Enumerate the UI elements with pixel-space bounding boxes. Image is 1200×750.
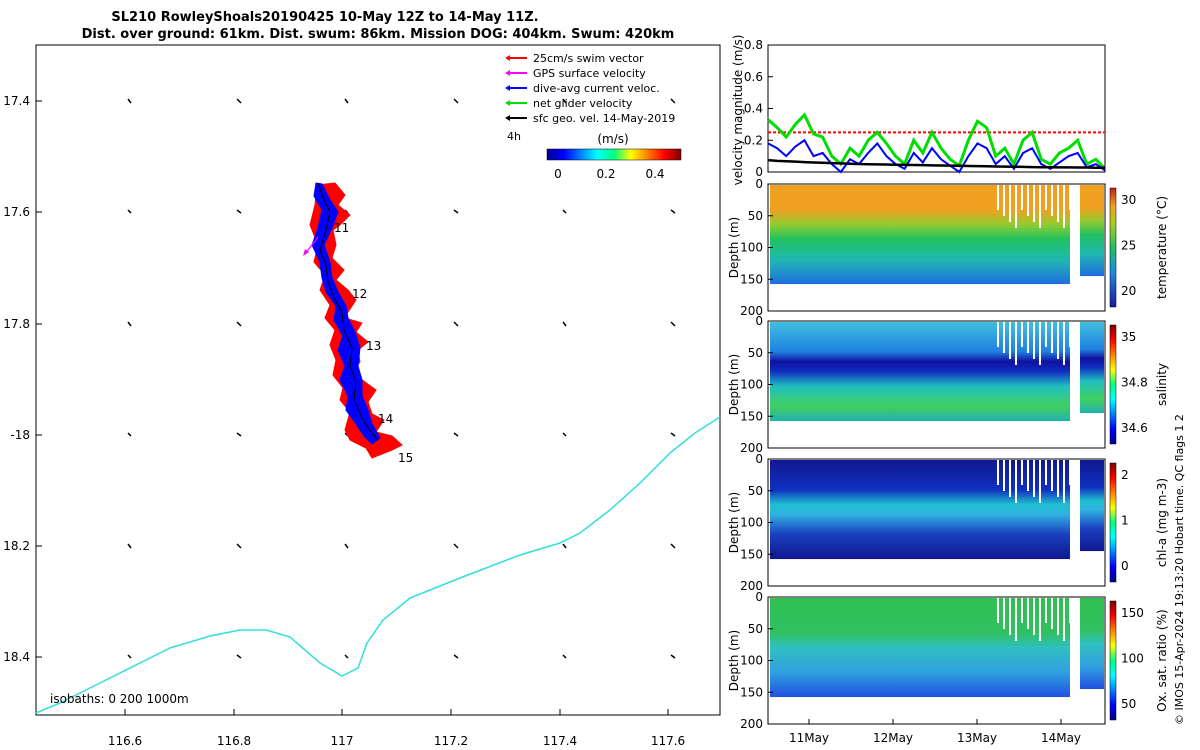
depth-tick-label: 0 — [755, 452, 763, 466]
depth-tick-label: 50 — [748, 346, 763, 360]
colorbar-tick-label: 50 — [1121, 697, 1136, 711]
colorbar-label: salinity — [1155, 363, 1169, 406]
colorbar-label: temperature (°C) — [1155, 196, 1169, 299]
map-y-tick-label: -18 — [10, 428, 30, 442]
depth-tick-label: 200 — [740, 717, 763, 731]
depth-tick-label: 150 — [740, 409, 763, 423]
depth-tick-label: 50 — [748, 209, 763, 223]
velocity-y-tick-label: 0.2 — [744, 133, 763, 147]
map-x-tick-label: 117.6 — [651, 734, 685, 748]
depth-tick-label: 0 — [755, 177, 763, 191]
depth-tick-label: 150 — [740, 547, 763, 561]
section-panel: 050100150200Depth (m)210chl-a (mg m-3) — [727, 452, 1169, 593]
day-label: 14 — [378, 412, 393, 426]
colorbar-label: chl-a (mg m-3) — [1155, 478, 1169, 567]
legend-label: net glider velocity — [533, 97, 633, 110]
map-x-tick-label: 117.2 — [434, 734, 468, 748]
depth-axis-label: Depth (m) — [727, 630, 741, 691]
depth-tick-label: 50 — [748, 622, 763, 636]
title-line-1: SL210 RowleyShoals20190425 10-May 12Z to… — [111, 10, 538, 25]
legend-label: sfc geo. vel. 14-May-2019 — [533, 112, 675, 125]
figure-canvas: SL210 RowleyShoals20190425 10-May 12Z to… — [0, 0, 1200, 750]
map-y-tick-label: 18.2 — [3, 539, 30, 553]
time-tick-label: 11May — [789, 731, 829, 745]
depth-axis-label: Depth (m) — [727, 492, 741, 553]
colorbar-tick-label: 34.8 — [1121, 375, 1148, 389]
colorbar-tick-label: 20 — [1121, 284, 1136, 298]
time-tick-label: 12May — [873, 731, 913, 745]
depth-axis-label: Depth (m) — [727, 217, 741, 278]
day-label: 13 — [366, 339, 381, 353]
legend-label: dive-avg current veloc. — [533, 82, 660, 95]
map-x-tick-label: 116.8 — [217, 734, 251, 748]
time-tick-label: 13May — [957, 731, 997, 745]
section-panels: 050100150200Depth (m)302520temperature (… — [727, 177, 1169, 745]
data-field-right — [1080, 598, 1104, 689]
map-x-tick-label: 117 — [331, 734, 354, 748]
velocity-y-tick-label: 0.4 — [744, 102, 763, 116]
time-scale-label: 4h — [507, 130, 521, 143]
depth-tick-label: 150 — [740, 685, 763, 699]
data-field-right — [1080, 322, 1104, 413]
depth-tick-label: 100 — [740, 516, 763, 530]
colorbar-tick-label: 35 — [1121, 330, 1136, 344]
panel-colorbar — [1110, 463, 1116, 582]
day-label: 11 — [334, 221, 349, 235]
panel-colorbar — [1110, 188, 1116, 307]
time-tick-label: 14May — [1041, 731, 1081, 745]
colorbar-tick-label: 0.2 — [596, 167, 615, 181]
colorbar-tick-label: 34.6 — [1121, 421, 1148, 435]
depth-tick-label: 50 — [748, 484, 763, 498]
data-field — [770, 185, 1070, 284]
colorbar-label: Ox. sat. ratio (%) — [1155, 609, 1169, 711]
depth-axis-label: Depth (m) — [727, 354, 741, 415]
map-x-tick-label: 116.6 — [108, 734, 142, 748]
velocity-y-tick-label: 0.6 — [744, 70, 763, 84]
data-field-right — [1080, 185, 1104, 276]
title-line-2: Dist. over ground: 61km. Dist. swum: 86k… — [82, 27, 675, 42]
footer-credit: © IMOS 15-Apr-2024 19:13:20 Hobart time.… — [1173, 414, 1186, 725]
depth-tick-label: 100 — [740, 654, 763, 668]
colorbar-tick-label: 0 — [554, 167, 562, 181]
data-field-right — [1080, 460, 1104, 551]
colorbar-title: (m/s) — [597, 132, 628, 146]
colorbar-tick-label: 2 — [1121, 468, 1129, 482]
legend-label: 25cm/s swim vector — [533, 52, 644, 65]
colorbar — [547, 149, 681, 160]
day-label: 15 — [398, 451, 413, 465]
colorbar-tick-label: 25 — [1121, 238, 1136, 252]
section-panel: 050100150200Depth (m)15010050Ox. sat. ra… — [727, 590, 1169, 745]
panel-colorbar — [1110, 325, 1116, 444]
velocity-ylabel: velocity magnitude (m/s) — [731, 35, 745, 186]
isobath-label: isobaths: 0 200 1000m — [50, 692, 189, 706]
map-y-tick-label: 17.6 — [3, 205, 30, 219]
map-y-tick-label: 18.4 — [3, 650, 30, 664]
colorbar-tick-label: 100 — [1121, 651, 1144, 665]
colorbar-tick-label: 0 — [1121, 559, 1129, 573]
data-field — [770, 460, 1070, 559]
colorbar-tick-label: 150 — [1121, 606, 1144, 620]
map-y-tick-label: 17.8 — [3, 317, 30, 331]
colorbar-tick-label: 1 — [1121, 513, 1129, 527]
depth-tick-label: 0 — [755, 314, 763, 328]
panel-colorbar — [1110, 601, 1116, 720]
colorbar-tick-label: 30 — [1121, 193, 1136, 207]
section-panel: 050100150200Depth (m)302520temperature (… — [727, 177, 1169, 318]
depth-tick-label: 100 — [740, 241, 763, 255]
velocity-y-tick-label: 0.8 — [744, 38, 763, 52]
day-label: 12 — [352, 287, 367, 301]
depth-tick-label: 0 — [755, 590, 763, 604]
section-panel: 050100150200Depth (m)3534.834.6salinity — [727, 314, 1169, 455]
legend-label: GPS surface velocity — [533, 67, 646, 80]
map-y-tick-label: 17.4 — [3, 94, 30, 108]
data-field — [770, 322, 1070, 421]
map-x-tick-label: 117.4 — [543, 734, 577, 748]
depth-tick-label: 100 — [740, 378, 763, 392]
depth-tick-label: 150 — [740, 272, 763, 286]
data-field — [770, 598, 1070, 697]
colorbar-tick-label: 0.4 — [645, 167, 664, 181]
track-map: 116.6 116.8 117 117.2 117.4 117.6 17.4 17.6 17.… — [3, 45, 720, 748]
velocity-chart: 00.20.40.60.8 velocity magnitude (m/s) — [731, 35, 1105, 186]
